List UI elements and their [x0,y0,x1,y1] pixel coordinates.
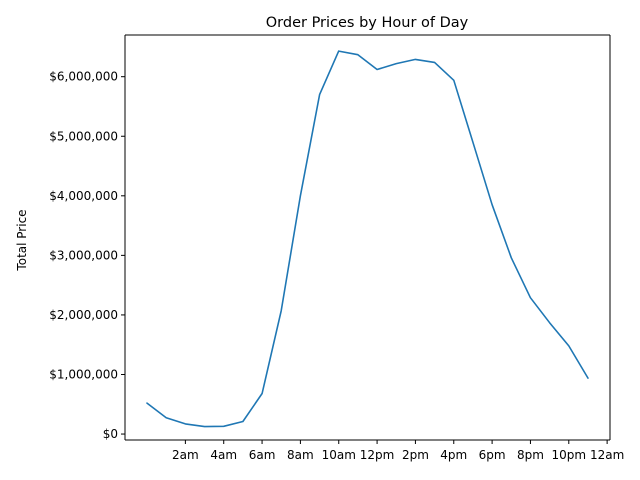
x-tick-label: 12am [590,448,624,462]
chart-title: Order Prices by Hour of Day [266,15,469,31]
series-line [146,50,589,428]
y-tick-label: $6,000,000 [49,70,118,84]
x-tick-label: 8pm [517,448,544,462]
x-tick-label: 12pm [360,448,395,462]
y-axis-label: Total Price [15,209,29,271]
x-tick-label: 10pm [551,448,586,462]
x-tick-label: 6am [249,448,276,462]
x-tick-label: 10am [322,448,356,462]
y-tick-label: $0 [103,427,118,441]
x-tick-label: 6pm [479,448,506,462]
y-tick-label: $1,000,000 [49,367,118,381]
x-tick-label: 2am [172,448,199,462]
x-tick-label: 4pm [440,448,467,462]
plot-area: $0 $1,000,000 $2,000,000 $3,000,000 $4,000,0… [49,34,624,462]
y-tick-label: $3,000,000 [49,248,118,262]
y-tick-label: $4,000,000 [49,189,118,203]
x-tick-label: 4am [210,448,237,462]
x-tick-label: 8am [287,448,314,462]
y-tick-label: $5,000,000 [49,129,118,143]
y-tick-label: $2,000,000 [49,308,118,322]
x-tick-label: 2pm [402,448,429,462]
